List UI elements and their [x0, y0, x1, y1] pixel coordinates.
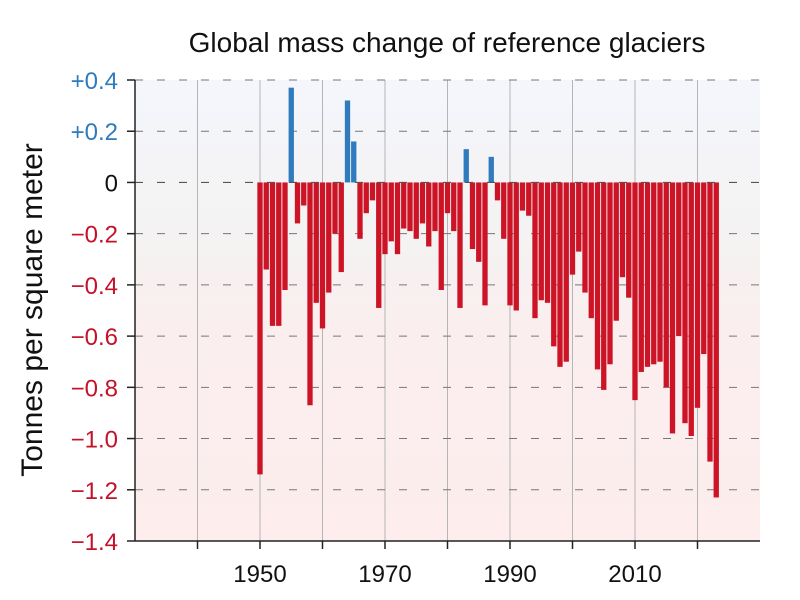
bar-1975: [413, 182, 419, 239]
x-tick-label: 1950: [233, 561, 286, 588]
y-tick-label: −0.4: [71, 273, 118, 300]
bar-1954: [282, 182, 288, 291]
bar-1953: [276, 182, 282, 326]
bar-2000: [569, 182, 576, 275]
bar-1978: [432, 182, 438, 232]
x-tick-label: 1990: [483, 561, 536, 588]
bar-2015: [663, 182, 669, 388]
bar-1956: [294, 182, 301, 224]
bar-2008: [619, 182, 626, 278]
bar-1999: [563, 182, 569, 362]
bar-2012: [644, 182, 651, 367]
bar-1997: [551, 182, 557, 347]
bar-1981: [451, 182, 457, 232]
bar-1988: [494, 182, 501, 201]
bar-1965: [351, 141, 357, 183]
bar-1969: [376, 182, 382, 308]
bar-1985: [476, 182, 482, 262]
y-tick-label: 0: [105, 170, 118, 197]
bar-1993: [526, 182, 532, 216]
bar-1972: [394, 182, 401, 255]
y-tick-label: −0.6: [71, 324, 118, 351]
bar-1994: [532, 182, 538, 319]
bar-1987: [488, 156, 494, 183]
bar-2006: [607, 182, 613, 365]
bar-1996: [544, 182, 551, 303]
bar-2013: [651, 182, 657, 365]
bar-1962: [332, 182, 338, 234]
bar-1982: [457, 182, 463, 308]
bar-1992: [519, 182, 526, 211]
y-tick-label: −0.8: [71, 375, 118, 402]
bar-1967: [363, 182, 369, 214]
bar-1979: [438, 182, 444, 291]
bar-1950: [257, 182, 263, 475]
bar-1968: [369, 182, 376, 201]
bar-1991: [513, 182, 519, 311]
bar-1998: [557, 182, 563, 367]
bar-1995: [538, 182, 544, 301]
x-tick-label: 1970: [358, 561, 411, 588]
bar-2004: [594, 182, 601, 370]
bar-1951: [263, 182, 269, 270]
bar-1984: [469, 182, 476, 250]
bar-2014: [657, 182, 663, 362]
bar-2005: [601, 182, 607, 390]
axes: [127, 79, 760, 549]
y-tick-label: −0.2: [71, 222, 118, 249]
bar-1966: [357, 182, 363, 239]
y-tick-label: −1.4: [71, 529, 118, 556]
tick-labels: +0.4 +0.2 0 −0.2 −0.4 −0.6 −0.8 −1.0 −1.2 −1.4 195…: [71, 68, 662, 588]
bar-1980: [444, 182, 451, 214]
bar-1960: [319, 182, 326, 329]
bar-2016: [669, 182, 676, 434]
y-tick-label: −1.2: [71, 478, 118, 505]
bar-1961: [326, 182, 332, 293]
bar-1970: [382, 182, 388, 255]
bar-2018: [682, 182, 688, 424]
bar-1977: [426, 182, 432, 247]
y-tick-label: −1.0: [71, 427, 118, 454]
bar-2011: [638, 182, 644, 372]
bar-2001: [576, 182, 582, 252]
bar-1958: [307, 182, 313, 406]
bar-1957: [301, 182, 307, 206]
bar-1986: [482, 182, 488, 306]
y-tick-label: +0.2: [71, 119, 118, 146]
y-axis-label: Tonnes per square meter: [16, 143, 49, 477]
bar-2002: [582, 182, 588, 293]
bar-2017: [676, 182, 682, 337]
chart-title: Global mass change of reference glaciers: [189, 27, 706, 58]
bar-1971: [388, 182, 394, 242]
bar-1990: [507, 182, 513, 306]
bar-1983: [463, 149, 469, 183]
bars: [257, 87, 719, 498]
bar-2010: [632, 182, 638, 401]
bar-1989: [501, 182, 507, 239]
bar-2022: [707, 182, 713, 462]
bar-2009: [626, 182, 632, 298]
bar-2023: [713, 182, 719, 498]
bar-2021: [701, 182, 707, 355]
bar-1974: [407, 182, 413, 232]
bar-1959: [313, 182, 319, 303]
bar-1963: [338, 182, 344, 273]
bar-1976: [419, 182, 426, 224]
bar-1955: [288, 87, 294, 183]
bar-2007: [613, 182, 619, 321]
bar-1973: [401, 182, 407, 229]
bar-2003: [588, 182, 594, 319]
bar-2019: [688, 182, 694, 436]
bar-1964: [344, 100, 351, 183]
bar-1952: [269, 182, 276, 326]
bar-2020: [694, 182, 701, 408]
y-tick-label: +0.4: [71, 68, 118, 95]
x-tick-label: 2010: [608, 561, 661, 588]
